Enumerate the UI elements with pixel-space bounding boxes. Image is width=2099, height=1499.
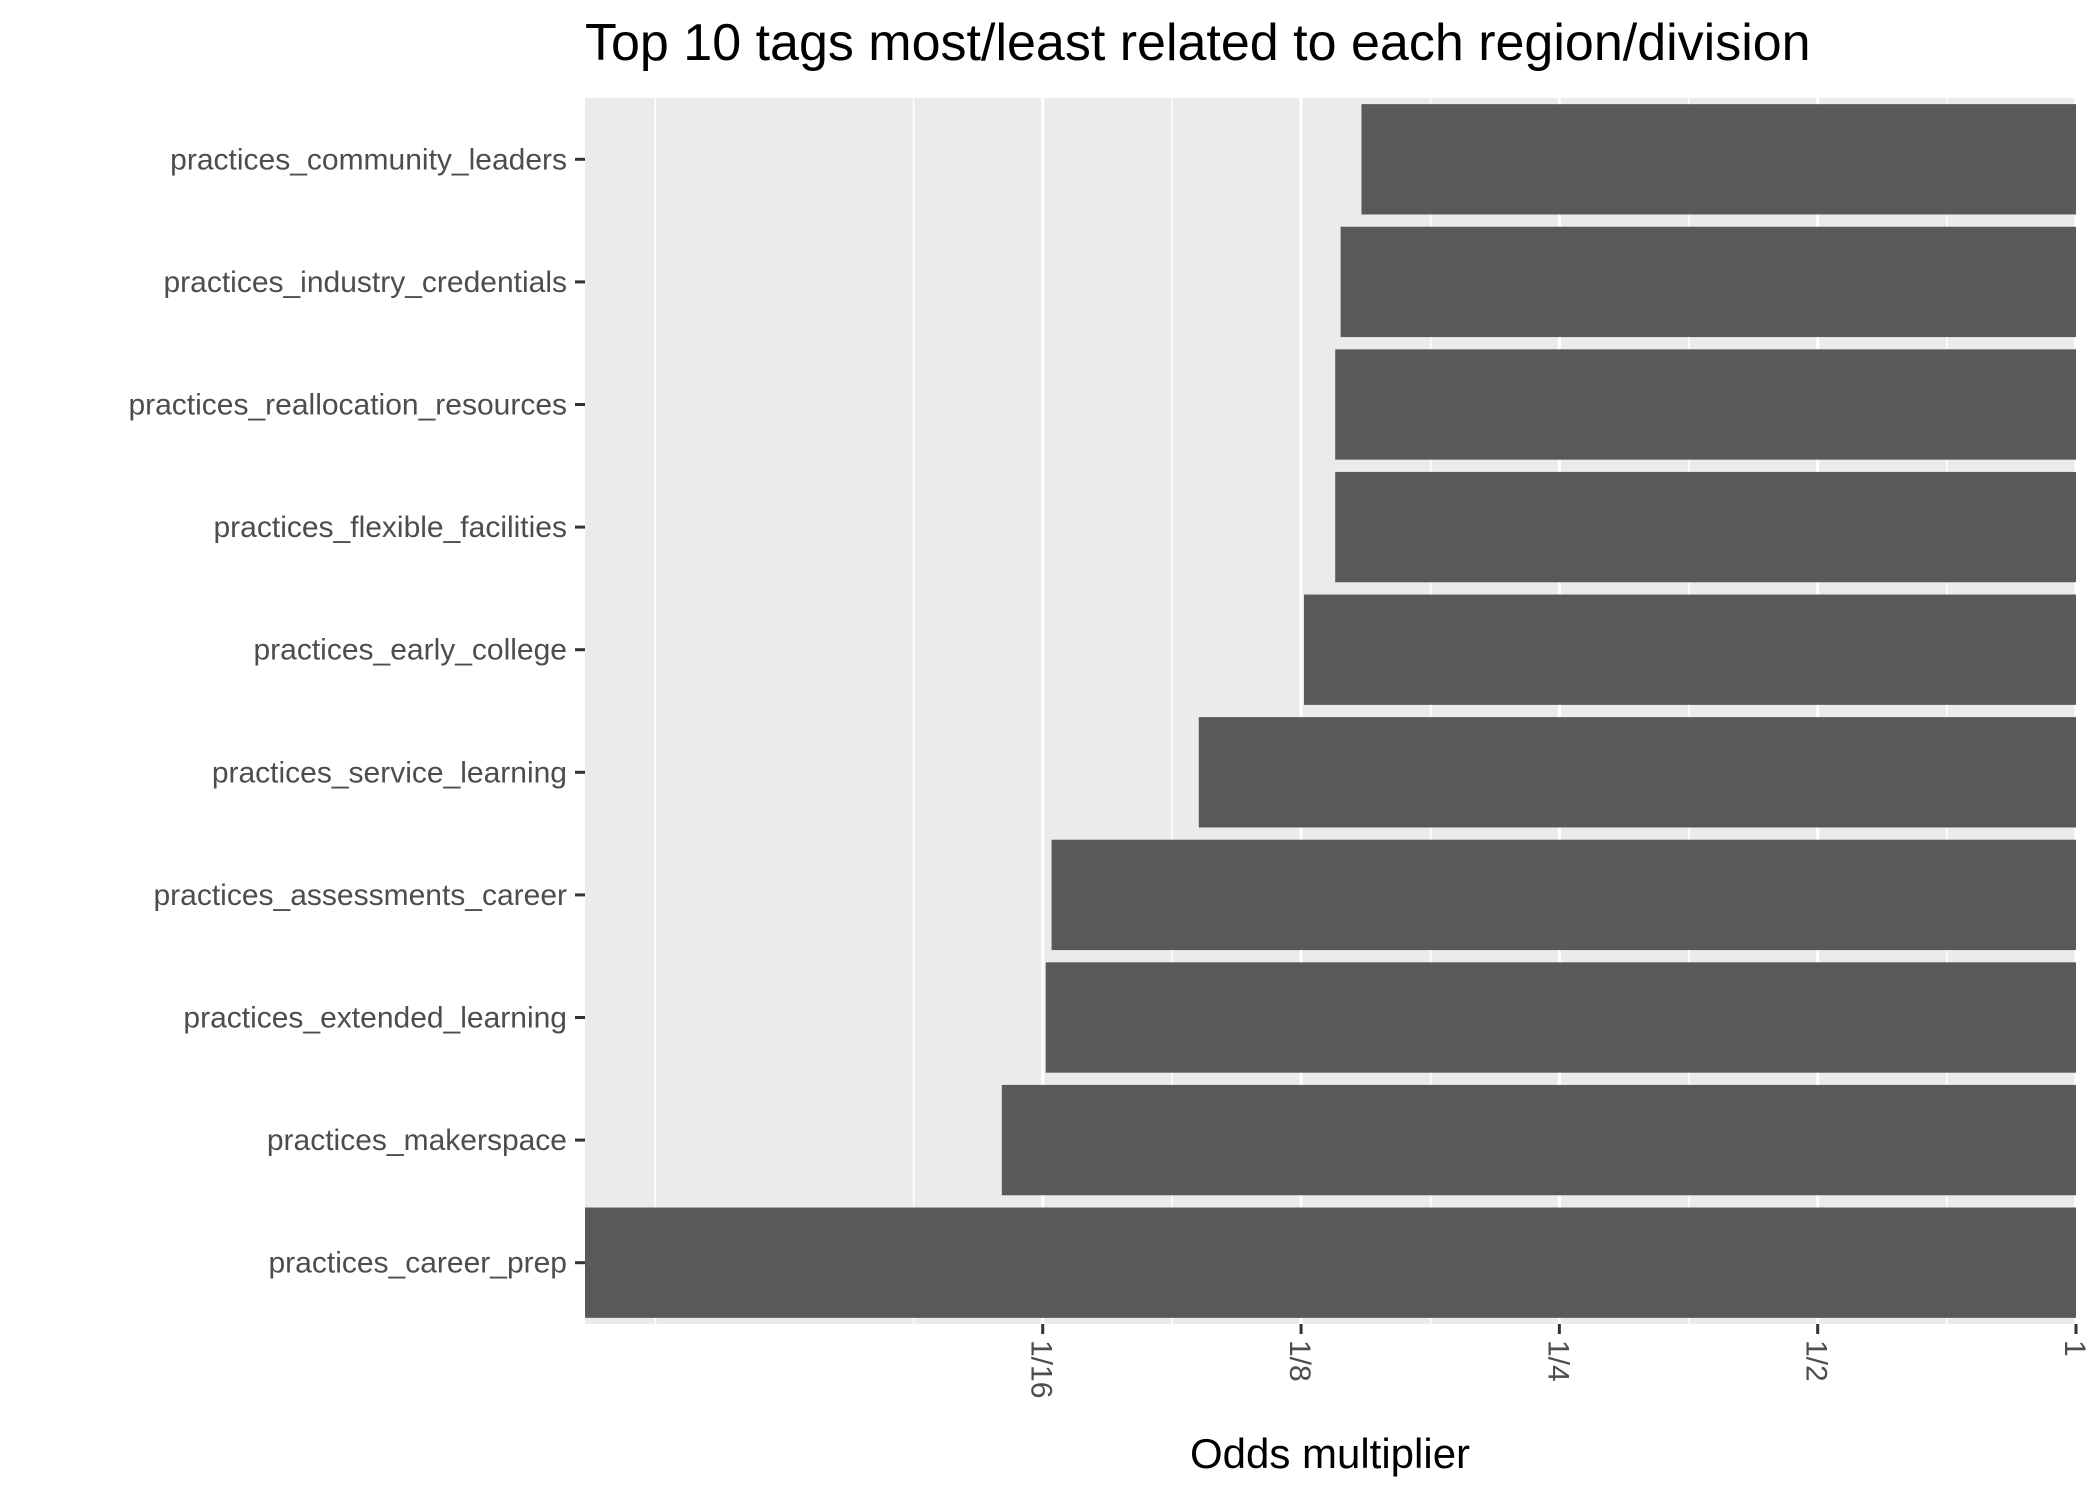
x-axis-label: Odds multiplier: [1190, 1430, 1470, 1477]
y-tick-label-practices_service_learning: practices_service_learning: [212, 756, 567, 789]
x-axis: 1/16 1/8 1/4 1/2 1: [1025, 1324, 2091, 1398]
x-tick-label-3: 1/2: [1800, 1340, 1833, 1382]
bar-practices_career_prep: [585, 1207, 2076, 1318]
chart-title: Top 10 tags most/least related to each r…: [585, 14, 1811, 72]
bar-practices_community_leaders: [1361, 104, 2076, 215]
y-tick-label-practices_industry_credentials: practices_industry_credentials: [163, 266, 567, 299]
y-tick-label-practices_community_leaders: practices_community_leaders: [170, 143, 567, 176]
y-tick-label-practices_early_college: practices_early_college: [253, 634, 567, 667]
bar-practices_extended_learning: [1045, 962, 2076, 1073]
y-tick-label-practices_extended_learning: practices_extended_learning: [183, 1002, 567, 1035]
y-tick-label-practices_career_prep: practices_career_prep: [269, 1247, 568, 1280]
bar-practices_reallocation_resources: [1335, 349, 2076, 460]
bar-practices_early_college: [1304, 594, 2076, 705]
x-tick-label-1: 1/8: [1283, 1340, 1316, 1382]
bar-practices_service_learning: [1198, 717, 2076, 828]
x-tick-label-4: 1: [2058, 1340, 2091, 1357]
bars: [585, 104, 2076, 1318]
x-tick-label-0: 1/16: [1025, 1340, 1058, 1398]
bar-practices_makerspace: [1001, 1084, 2076, 1196]
y-tick-label-practices_reallocation_resources: practices_reallocation_resources: [128, 389, 567, 422]
y-tick-label-practices_makerspace: practices_makerspace: [267, 1124, 567, 1157]
y-tick-label-practices_flexible_facilities: practices_flexible_facilities: [214, 511, 568, 544]
y-tick-label-practices_assessments_career: practices_assessments_career: [153, 879, 567, 912]
y-axis: practices_community_leaders practices_ind…: [128, 143, 585, 1280]
bar-practices_flexible_facilities: [1335, 471, 2076, 583]
bar-practices_industry_credentials: [1340, 226, 2076, 338]
x-tick-label-2: 1/4: [1541, 1340, 1574, 1382]
bar-practices_assessments_career: [1051, 839, 2076, 951]
